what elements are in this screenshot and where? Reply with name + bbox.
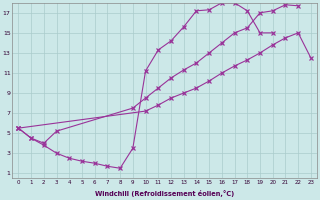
- X-axis label: Windchill (Refroidissement éolien,°C): Windchill (Refroidissement éolien,°C): [95, 190, 234, 197]
